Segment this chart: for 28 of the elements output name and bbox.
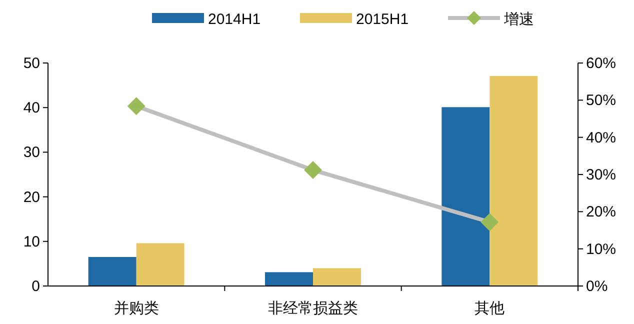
- y2-tick-label: 20%: [586, 204, 616, 221]
- bar: [265, 272, 313, 286]
- y2-tick-label: 60%: [586, 55, 616, 72]
- y-tick-label: 10: [23, 233, 40, 250]
- bar: [313, 268, 361, 286]
- legend-label: 2014H1: [208, 11, 261, 28]
- bar: [490, 76, 538, 286]
- x-tick-label: 并购类: [114, 300, 159, 317]
- y-tick-label: 30: [23, 144, 40, 162]
- bar: [442, 107, 490, 286]
- y-tick-label: 50: [23, 55, 40, 72]
- bar: [136, 243, 184, 286]
- y2-tick-label: 0%: [586, 278, 608, 295]
- y2-tick-label: 10%: [586, 240, 616, 258]
- y-tick-label: 20: [23, 188, 40, 206]
- point: [127, 97, 146, 116]
- point: [480, 213, 499, 232]
- y2-tick-label: 50%: [586, 92, 616, 110]
- y2-tick-label: 30%: [586, 166, 616, 184]
- y-tick-label: 40: [23, 100, 40, 117]
- y2-tick-label: 40%: [586, 129, 616, 146]
- legend-label: 2015H1: [356, 11, 409, 28]
- x-tick-label: 非经常损益类: [268, 300, 358, 317]
- bar: [88, 257, 136, 286]
- legend-label: 增速: [503, 11, 534, 28]
- x-tick-label: 其他: [474, 300, 505, 317]
- y-tick-label: 0: [32, 278, 40, 295]
- point: [304, 161, 322, 180]
